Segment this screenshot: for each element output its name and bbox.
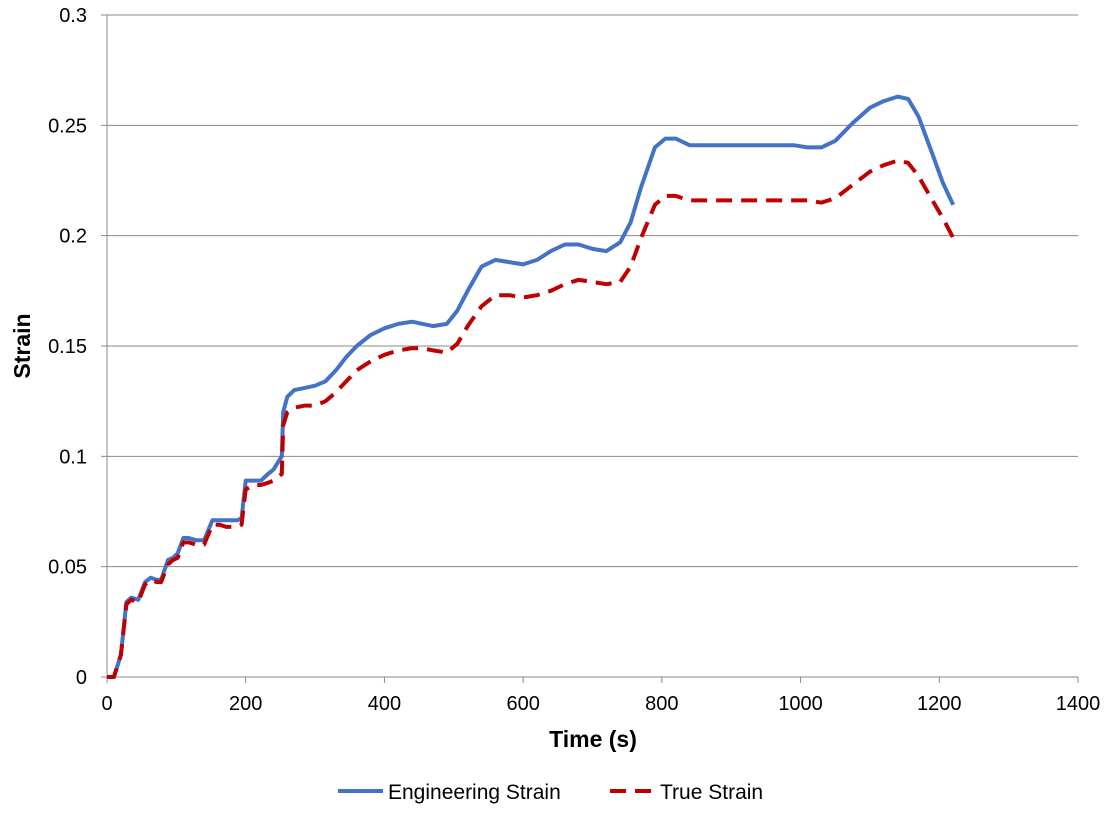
y-tick-label: 0.1 [59, 446, 87, 468]
x-tick-label: 1000 [778, 693, 823, 715]
legend-label: Engineering Strain [388, 781, 561, 804]
y-tick-label: 0.15 [48, 336, 87, 358]
y-tick-labels: 0 0.05 0.1 0.15 0.2 0.25 0.3 [48, 5, 87, 689]
x-tick-label: 200 [229, 693, 262, 715]
series-lines [107, 94, 956, 679]
x-tick-label: 1400 [1056, 693, 1101, 715]
gridlines [107, 14, 1078, 568]
y-tick-label: 0 [76, 667, 87, 689]
series-line [107, 94, 956, 679]
y-tick-label: 0.05 [48, 557, 87, 579]
x-tick-labels: 0 200 400 600 800 1000 1200 1400 [101, 693, 1100, 715]
x-tick-label: 800 [645, 693, 678, 715]
series-line [107, 158, 955, 679]
legend-label: True Strain [660, 781, 763, 804]
axes [101, 14, 1079, 683]
x-tick-label: 600 [506, 693, 539, 715]
legend: Engineering Strain True Strain [338, 781, 763, 804]
x-tick-label: 1200 [917, 693, 962, 715]
x-axis-title: Time (s) [549, 726, 637, 752]
y-axis-title: Strain [9, 313, 35, 378]
y-tick-label: 0.2 [59, 226, 87, 248]
x-tick-label: 400 [368, 693, 401, 715]
x-tick-label: 0 [101, 693, 112, 715]
y-tick-label: 0.25 [48, 115, 87, 137]
y-tick-label: 0.3 [59, 5, 87, 27]
